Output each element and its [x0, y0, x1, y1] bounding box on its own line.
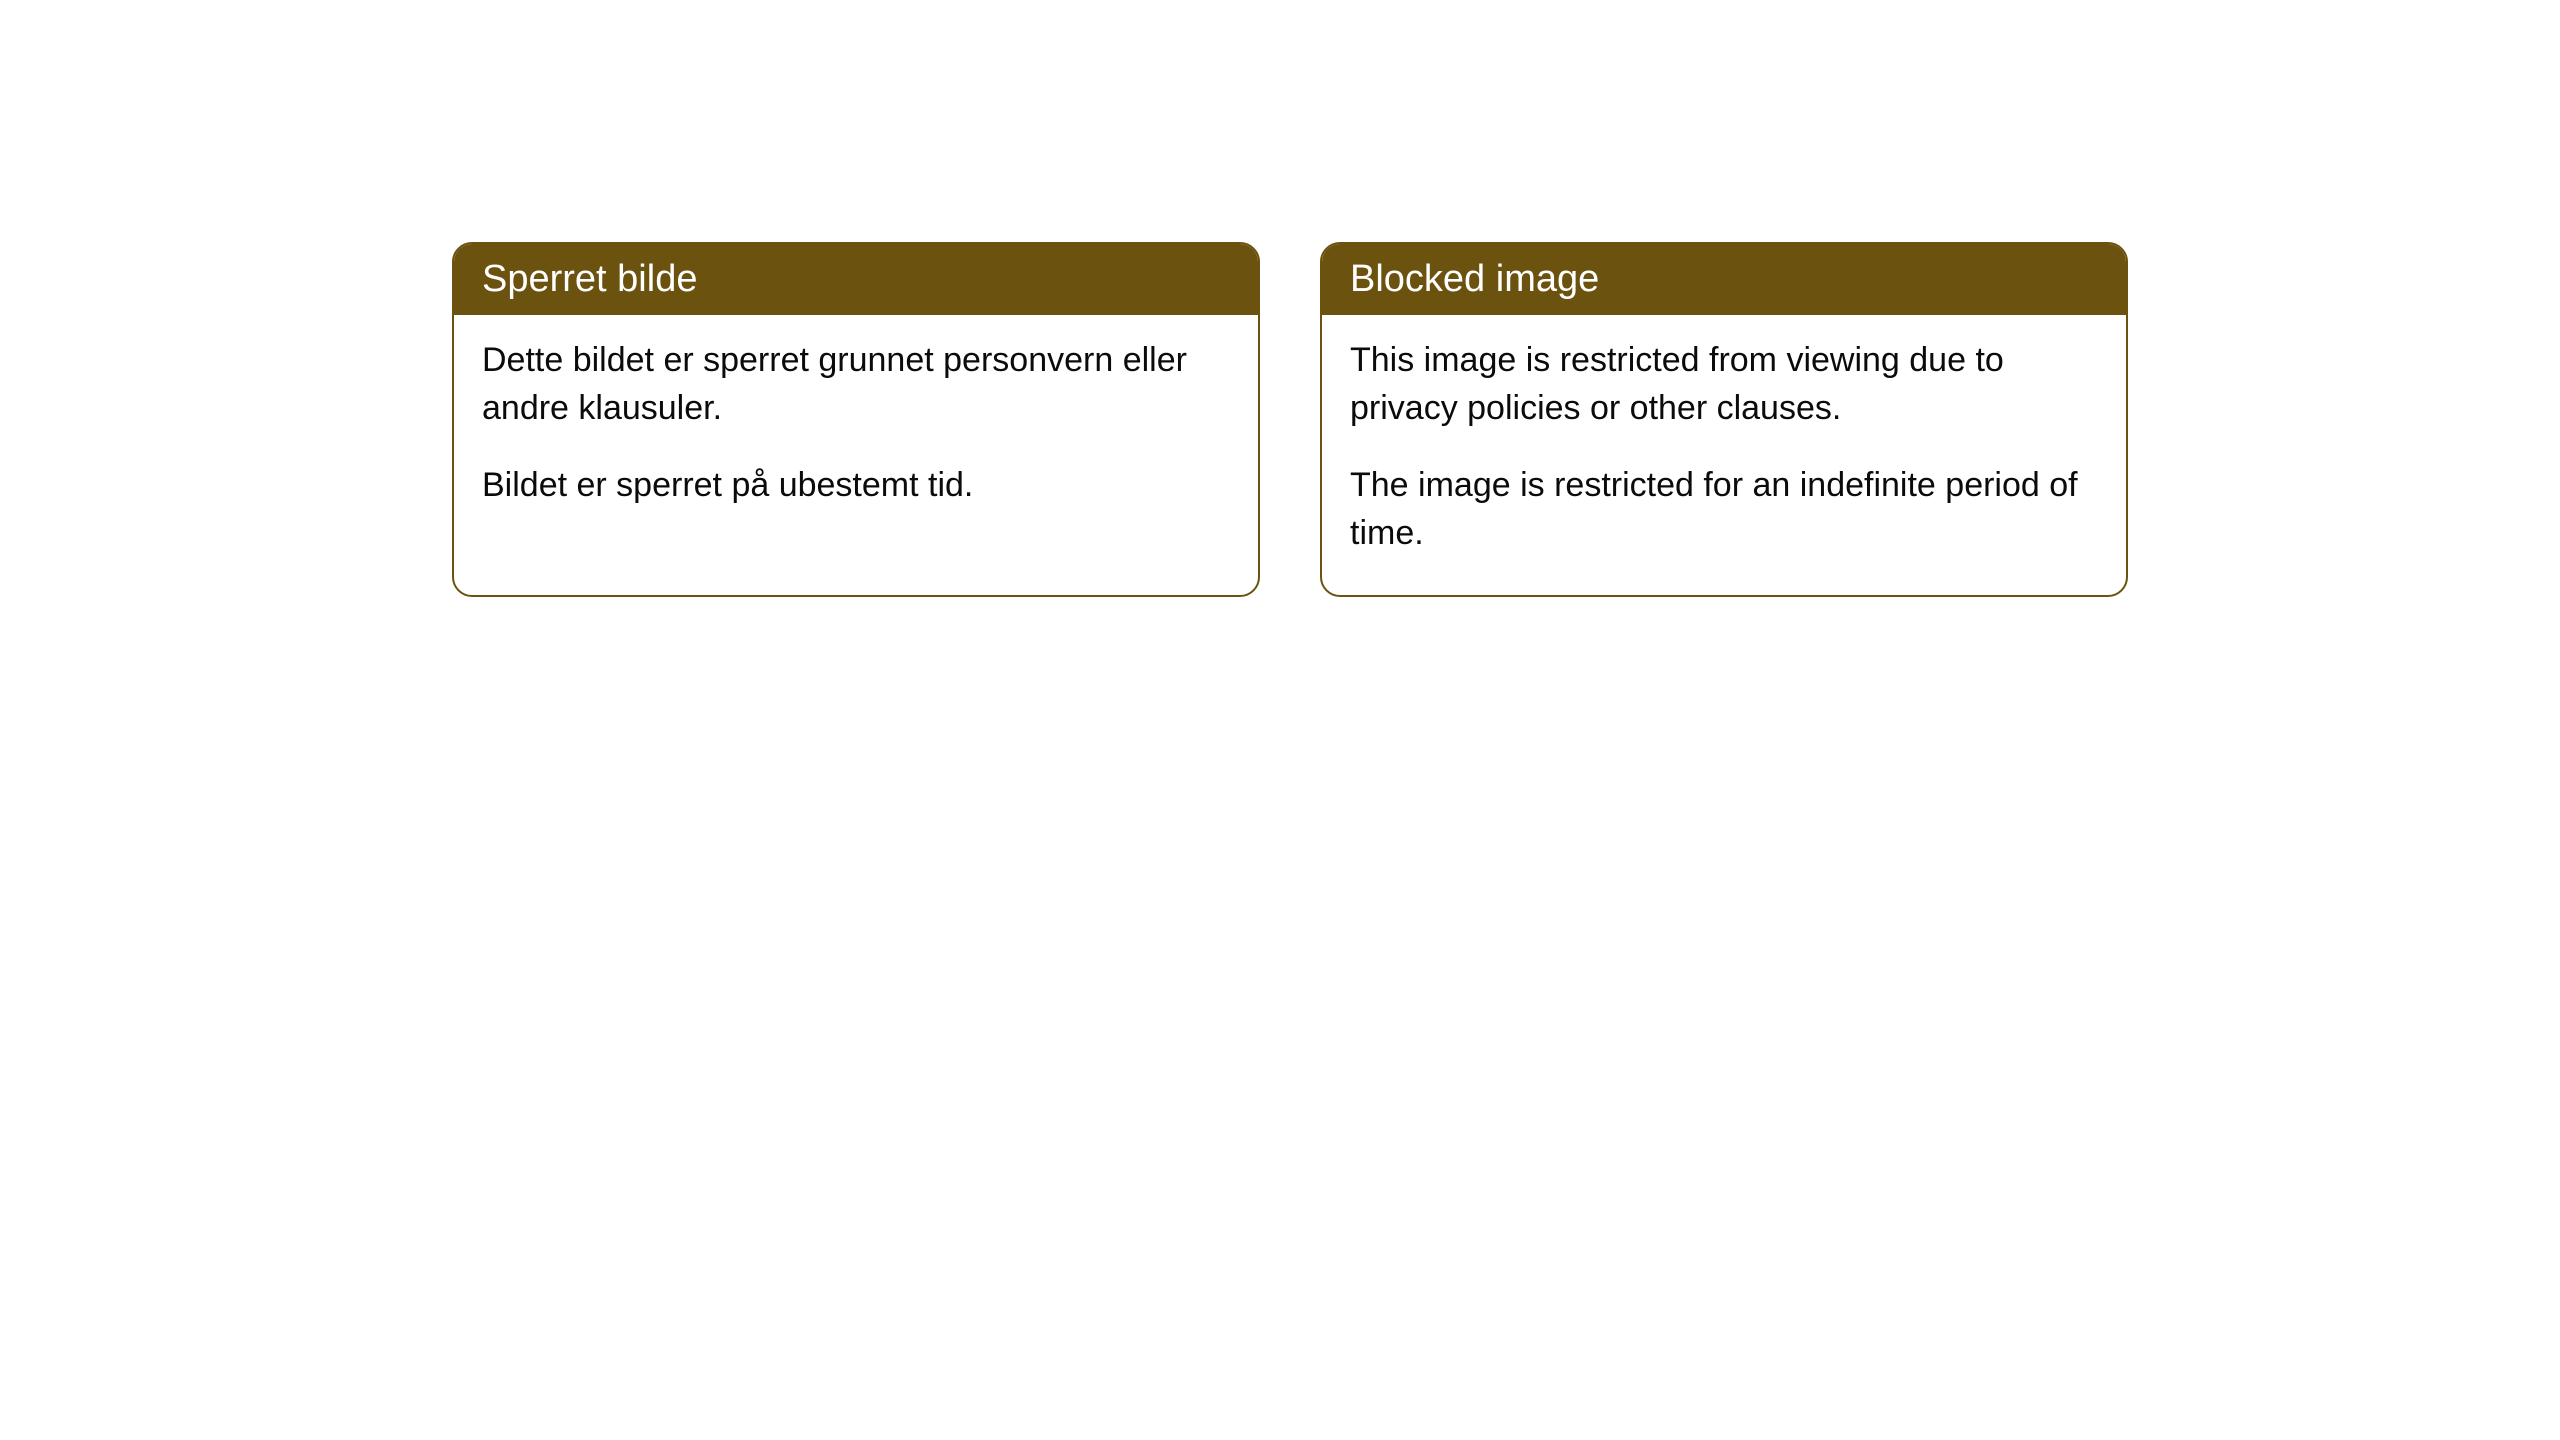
blocked-image-card-norwegian: Sperret bilde Dette bildet er sperret gr… — [452, 242, 1260, 597]
card-paragraph: Dette bildet er sperret grunnet personve… — [482, 337, 1230, 432]
card-paragraph: Bildet er sperret på ubestemt tid. — [482, 462, 1230, 510]
card-title: Blocked image — [1322, 244, 2126, 315]
blocked-image-card-english: Blocked image This image is restricted f… — [1320, 242, 2128, 597]
card-body: This image is restricted from viewing du… — [1322, 315, 2126, 595]
card-title: Sperret bilde — [454, 244, 1258, 315]
card-body: Dette bildet er sperret grunnet personve… — [454, 315, 1258, 548]
notice-cards-container: Sperret bilde Dette bildet er sperret gr… — [0, 0, 2560, 597]
card-paragraph: This image is restricted from viewing du… — [1350, 337, 2098, 432]
card-paragraph: The image is restricted for an indefinit… — [1350, 462, 2098, 557]
